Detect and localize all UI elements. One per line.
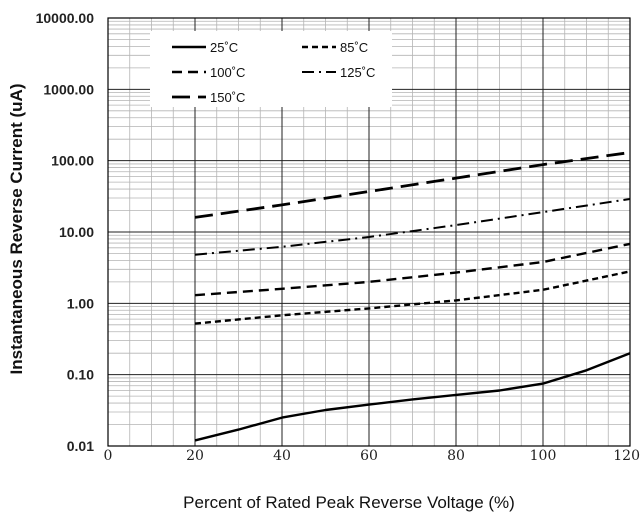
y-tick-labels: 0.01 0.10 1.00 10.00 100.00 1000.00 10000.00 (36, 10, 95, 454)
y-tick-label: 100.00 (51, 153, 94, 169)
series-line-2 (194, 242, 631, 297)
y-tick-label: 10000.00 (36, 10, 95, 26)
series-line-0 (194, 352, 631, 442)
series-line-3 (194, 198, 631, 256)
legend-label-4: 150˚C (210, 90, 245, 105)
y-tick-label: 0.10 (67, 367, 94, 383)
series-line-1 (194, 270, 631, 325)
x-tick-label: 80 (447, 448, 465, 464)
x-tick-label: 20 (186, 448, 204, 464)
x-tick-label: 120 (613, 448, 640, 464)
legend-label-2: 100˚C (210, 65, 245, 80)
y-tick-label: 1000.00 (43, 81, 94, 97)
legend-label-1: 85˚C (340, 40, 368, 55)
x-tick-label: 40 (273, 448, 291, 464)
x-tick-label: 0 (104, 448, 113, 464)
x-tick-label: 60 (360, 448, 378, 464)
y-tick-label: 0.01 (67, 438, 94, 454)
legend: 25˚C 85˚C 100˚C 125˚C 150˚C (150, 31, 392, 107)
legend-box (150, 31, 392, 107)
legend-label-0: 25˚C (210, 40, 238, 55)
series-layer (194, 151, 631, 442)
y-tick-label: 10.00 (59, 224, 94, 240)
series-line-4 (194, 151, 631, 219)
x-tick-labels: 0 20 40 60 80 100 120 (104, 448, 640, 464)
x-axis-label: Percent of Rated Peak Reverse Voltage (%… (183, 493, 515, 512)
plot-frame (107, 17, 631, 447)
x-tick-label: 100 (530, 448, 557, 464)
y-axis-label: Instantaneous Reverse Current (uA) (7, 84, 26, 375)
legend-label-3: 125˚C (340, 65, 375, 80)
y-tick-label: 1.00 (67, 295, 94, 311)
